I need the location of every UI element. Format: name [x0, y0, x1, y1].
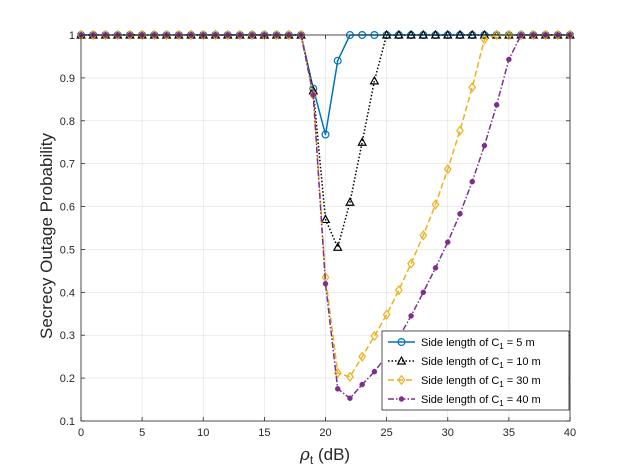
data-point — [457, 211, 463, 217]
legend-label: Side length of C1 = 30 m — [421, 375, 541, 389]
legend-label-subscript: 1 — [499, 361, 504, 370]
data-point — [467, 29, 478, 39]
data-point — [481, 142, 488, 149]
y-tick-label: 0.3 — [60, 330, 75, 342]
data-point — [333, 56, 342, 65]
data-point — [407, 258, 416, 269]
data-point — [468, 82, 477, 93]
ticks — [80, 34, 571, 422]
x-tick-label: 10 — [197, 427, 209, 439]
data-point — [480, 34, 489, 45]
x-tick-label: 15 — [258, 427, 270, 439]
data-point — [455, 29, 465, 39]
x-tick-label: 30 — [442, 427, 454, 439]
data-point — [418, 29, 429, 39]
x-axis-title-symbol: ρ — [299, 445, 310, 465]
data-point — [491, 29, 502, 39]
data-point — [357, 136, 367, 146]
legend-item: Side length of C1 = 30 m — [388, 374, 541, 389]
x-tick-label: 40 — [564, 427, 576, 439]
legend-label: Side length of C1 = 5 m — [421, 337, 535, 351]
data-point — [370, 330, 379, 342]
data-point — [430, 29, 441, 39]
data-point — [382, 309, 391, 320]
data-point — [445, 239, 451, 245]
data-point — [506, 56, 512, 63]
tick-labels: 0 5 10 15 20 25 30 35 40 0.1 0.2 0.3 0.4 0.5 0.6 0.7 0.8… — [60, 30, 576, 439]
legend-label-subscript: 1 — [499, 399, 504, 408]
data-point — [469, 178, 475, 185]
legend-marker — [398, 396, 405, 402]
data-point — [321, 130, 330, 139]
data-point — [345, 197, 355, 206]
legend-label-text: Side length of C — [421, 337, 499, 349]
legend-box — [381, 330, 570, 411]
data-point — [431, 199, 440, 210]
data-point — [456, 125, 464, 136]
data-point — [492, 29, 501, 41]
data-point — [443, 164, 452, 175]
y-tick-label: 0.6 — [60, 202, 75, 214]
x-tick-label: 20 — [319, 427, 331, 439]
y-tick-label: 1 — [69, 30, 75, 42]
legend-label-suffix: = 5 m — [504, 337, 535, 349]
legend-marker — [396, 355, 407, 365]
data-point — [432, 265, 439, 271]
data-point — [420, 289, 427, 296]
x-axis-title-subscript: t — [310, 453, 314, 467]
data-point — [369, 75, 380, 85]
y-tick-label: 0.1 — [60, 416, 75, 428]
data-point — [408, 313, 414, 319]
data-point — [359, 381, 365, 388]
legend-item: Side length of C1 = 5 m — [388, 337, 535, 351]
y-axis-title: Secrecy Outage Probability — [37, 133, 56, 339]
y-tick-label: 0.5 — [60, 244, 75, 256]
data-point — [334, 386, 341, 392]
x-tick-label: 35 — [503, 427, 515, 439]
x-tick-label: 5 — [139, 427, 145, 439]
data-point — [320, 214, 331, 224]
x-axis-title: ρt (dB) — [299, 445, 350, 467]
legend-label-suffix: = 30 m — [504, 375, 541, 387]
data-point — [347, 395, 353, 402]
data-point — [394, 29, 404, 39]
legend-label-subscript: 1 — [499, 380, 504, 389]
legend-label-text: Side length of C — [421, 356, 499, 368]
legend-label-suffix: = 10 m — [504, 356, 541, 368]
x-tick-label: 0 — [78, 427, 84, 439]
legend-label: Side length of C1 = 10 m — [421, 356, 541, 370]
legend-label-text: Side length of C — [421, 394, 499, 406]
data-point — [333, 367, 342, 379]
data-point — [371, 368, 378, 375]
y-tick-label: 0.8 — [60, 116, 75, 128]
data-point — [493, 102, 500, 108]
y-tick-label: 0.7 — [60, 159, 75, 171]
data-point — [504, 29, 513, 41]
legend-label-text: Side length of C — [421, 375, 499, 387]
x-tick-label: 25 — [381, 427, 393, 439]
data-point — [345, 371, 354, 383]
data-point — [394, 284, 403, 296]
legend-label-subscript: 1 — [499, 342, 504, 351]
y-tick-label: 0.9 — [60, 73, 75, 85]
x-axis-title-unit: (dB) — [318, 445, 350, 464]
legend-label-suffix: = 40 m — [504, 394, 541, 406]
legend-marker — [397, 338, 406, 347]
legend-marker — [397, 374, 406, 386]
data-point — [358, 351, 367, 362]
legend-item: Side length of C1 = 10 m — [388, 355, 541, 370]
data-point — [419, 230, 428, 241]
data-point — [479, 29, 490, 39]
data-point — [322, 281, 329, 287]
data-point — [332, 242, 343, 251]
data-point — [406, 29, 416, 39]
y-tick-label: 0.2 — [60, 373, 75, 385]
legend-item: Side length of C1 = 40 m — [388, 394, 541, 408]
legend-label: Side length of C1 = 40 m — [421, 394, 541, 408]
y-tick-label: 0.4 — [60, 287, 75, 299]
data-point — [310, 92, 317, 98]
